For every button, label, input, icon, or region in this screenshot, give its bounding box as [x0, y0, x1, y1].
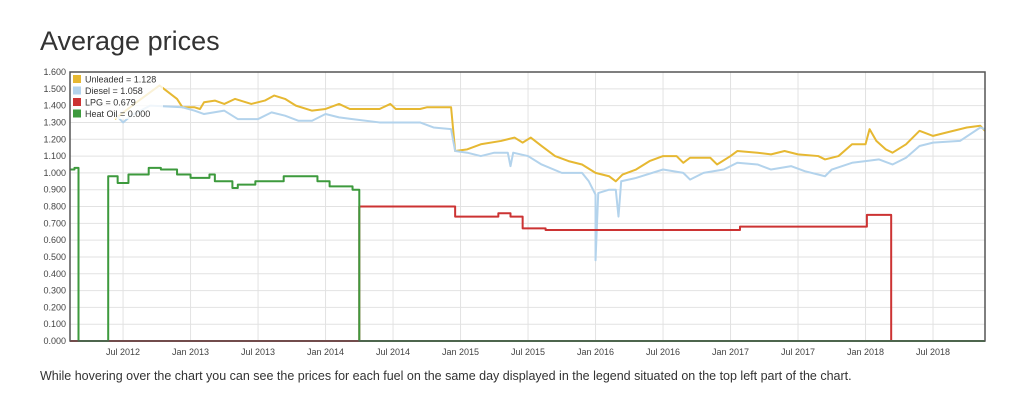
- plot-frame: [69, 71, 986, 342]
- legend-swatch: [73, 75, 81, 83]
- y-tick-label: 1.600: [43, 67, 66, 77]
- y-tick-label: 0.000: [43, 336, 66, 346]
- series-line-diesel: [114, 104, 986, 262]
- y-tick-label: 0.900: [43, 185, 66, 195]
- axes: 0.000 0.100 0.200 0.300 0.400 0.500 0.600 0.700…: [43, 67, 986, 357]
- legend-swatch: [73, 98, 81, 106]
- y-tick-label: 0.200: [43, 302, 66, 312]
- series-lines: [70, 84, 986, 342]
- chart-caption: While hovering over the chart you can se…: [40, 369, 852, 383]
- y-tick-label: 1.200: [43, 134, 66, 144]
- series-line-heat-oil: [70, 166, 985, 342]
- y-tick-label: 0.400: [43, 269, 66, 279]
- legend-label: Heat Oil = 0.000: [85, 109, 150, 119]
- x-tick-label: Jul 2016: [646, 347, 680, 357]
- y-tick-label: 0.300: [43, 286, 66, 296]
- x-tick-label: Jul 2017: [781, 347, 815, 357]
- page-title: Average prices: [40, 26, 220, 56]
- y-tick-label: 1.300: [43, 117, 66, 127]
- legend-label: LPG = 0.679: [85, 98, 136, 108]
- x-tick-label: Jul 2014: [376, 347, 410, 357]
- x-tick-label: Jan 2015: [442, 347, 479, 357]
- x-tick-label: Jan 2016: [577, 347, 614, 357]
- y-tick-label: 0.600: [43, 235, 66, 245]
- y-tick-label: 0.500: [43, 252, 66, 262]
- x-tick-label: Jul 2012: [106, 347, 140, 357]
- legend-label: Unleaded = 1.128: [85, 75, 156, 85]
- y-tick-label: 0.800: [43, 202, 66, 212]
- x-tick-label: Jul 2013: [241, 347, 275, 357]
- y-tick-label: 1.000: [43, 168, 66, 178]
- x-tick-label: Jul 2015: [511, 347, 545, 357]
- x-tick-label: Jan 2017: [712, 347, 749, 357]
- series-line-lpg: [70, 205, 985, 342]
- x-tick-label: Jul 2018: [916, 347, 950, 357]
- series-line-unleaded: [114, 84, 986, 183]
- y-tick-label: 1.400: [43, 101, 66, 111]
- x-tick-label: Jan 2018: [847, 347, 884, 357]
- x-tick-label: Jan 2014: [307, 347, 344, 357]
- y-tick-label: 1.100: [43, 151, 66, 161]
- legend-background: [71, 73, 163, 119]
- y-tick-label: 0.100: [43, 319, 66, 329]
- legend-label: Diesel = 1.058: [85, 86, 143, 96]
- y-tick-label: 1.500: [43, 84, 66, 94]
- legend-swatch: [73, 109, 81, 118]
- legend-swatch: [73, 86, 81, 95]
- grid: [70, 71, 985, 342]
- x-tick-label: Jan 2013: [172, 347, 209, 357]
- y-tick-label: 0.700: [43, 218, 66, 228]
